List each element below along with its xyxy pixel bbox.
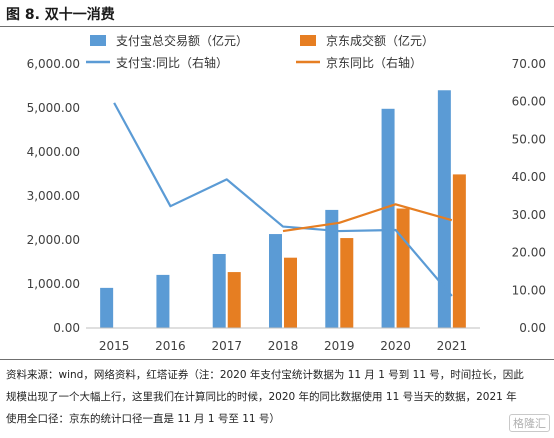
- series-line: [282, 203, 453, 233]
- right-tick-label: 30.00: [512, 208, 546, 222]
- bar: [340, 238, 354, 328]
- legend-label: 支付宝:同比（右轴）: [116, 55, 228, 70]
- bar: [381, 108, 395, 329]
- left-axis-ticks: 0.00 1,000.00 2,000.00 3,000.00 4,000.00 5,00…: [27, 57, 80, 335]
- x-tick-label: 2019: [324, 339, 355, 353]
- right-axis-ticks: 0.00 10.00 20.00 30.00 40.00 50.00 60.00 70.00: [512, 57, 546, 335]
- title-divider: [0, 26, 554, 27]
- bar: [396, 208, 410, 328]
- figure-title: 图 8. 双十一消费: [6, 7, 115, 23]
- legend-swatch: [300, 35, 316, 46]
- source-divider: [0, 359, 554, 360]
- left-tick-label: 4,000.00: [27, 145, 80, 159]
- x-tick-label: 2018: [268, 339, 299, 353]
- lines: [113, 102, 453, 297]
- legend-label: 京东成交额（亿元）: [326, 33, 434, 48]
- right-tick-label: 10.00: [512, 283, 546, 297]
- legend-swatch: [90, 35, 106, 46]
- source-note: 资料来源：wind，网络资料，红塔证券（注：2020 年支付宝统计数据为 11 …: [6, 369, 524, 425]
- chart: 0.00 1,000.00 2,000.00 3,000.00 4,000.00 5,00…: [27, 33, 546, 353]
- legend-label: 支付宝总交易额（亿元）: [116, 33, 248, 48]
- x-tick-label: 2015: [99, 339, 130, 353]
- left-tick-label: 0.00: [53, 321, 80, 335]
- bars: [100, 90, 466, 329]
- watermark-logo: 格隆汇: [509, 414, 550, 432]
- right-tick-label: 50.00: [512, 132, 546, 146]
- legend: 支付宝总交易额（亿元） 京东成交额（亿元） 支付宝:同比（右轴） 京东同比（右轴）: [86, 33, 434, 70]
- left-tick-label: 6,000.00: [27, 57, 80, 71]
- bar: [156, 274, 170, 328]
- bar: [452, 174, 466, 328]
- x-tick-label: 2017: [211, 339, 242, 353]
- bar: [437, 90, 451, 328]
- left-tick-label: 1,000.00: [27, 277, 80, 291]
- bar: [212, 253, 226, 328]
- right-tick-label: 20.00: [512, 246, 546, 260]
- left-tick-label: 5,000.00: [27, 101, 80, 115]
- bar: [100, 287, 114, 328]
- right-tick-label: 40.00: [512, 170, 546, 184]
- legend-label: 京东同比（右轴）: [326, 55, 422, 70]
- bar: [284, 257, 297, 328]
- bar: [325, 209, 339, 328]
- right-tick-label: 70.00: [512, 57, 546, 71]
- left-tick-label: 3,000.00: [27, 189, 80, 203]
- right-tick-label: 0.00: [519, 321, 546, 335]
- x-tick-label: 2016: [155, 339, 186, 353]
- bar: [227, 272, 241, 328]
- x-axis-ticks: 2015 2016 2017 2018 2019 2020 2021: [99, 339, 467, 353]
- left-tick-label: 2,000.00: [27, 233, 80, 247]
- x-tick-label: 2020: [380, 339, 411, 353]
- x-tick-label: 2021: [437, 339, 468, 353]
- bar: [269, 234, 282, 328]
- right-tick-label: 60.00: [512, 95, 546, 109]
- series-line: [113, 102, 453, 297]
